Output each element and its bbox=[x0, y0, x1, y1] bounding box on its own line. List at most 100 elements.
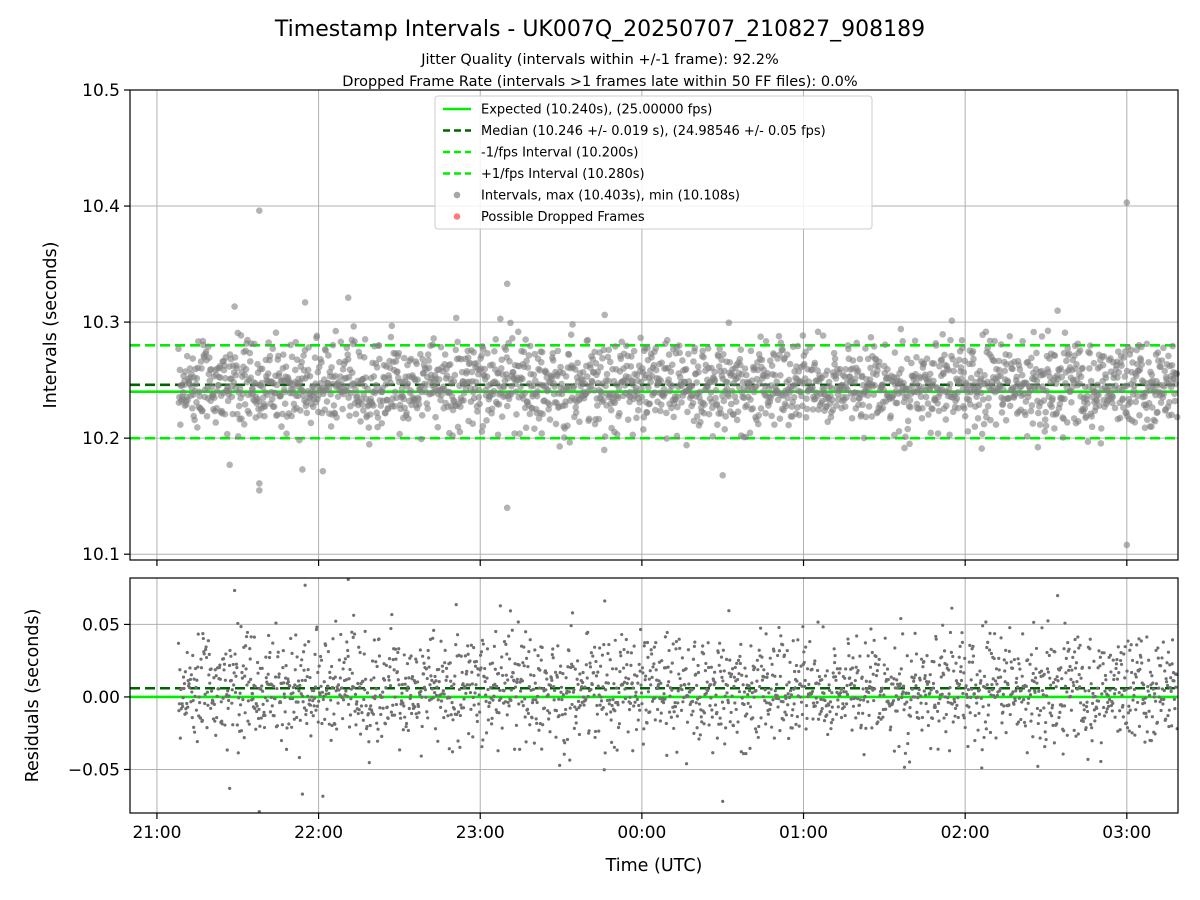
interval-point bbox=[919, 404, 926, 412]
residual-point bbox=[756, 668, 760, 672]
interval-point bbox=[775, 332, 783, 340]
residual-point bbox=[557, 713, 561, 718]
interval-point bbox=[193, 375, 201, 382]
residual-point bbox=[240, 670, 244, 675]
residual-point bbox=[445, 675, 449, 679]
residual-point bbox=[615, 686, 619, 690]
residual-point bbox=[1126, 711, 1131, 715]
residual-point bbox=[708, 704, 712, 708]
residual-point bbox=[716, 650, 720, 655]
residual-point bbox=[259, 716, 263, 720]
interval-point bbox=[764, 369, 771, 377]
interval-point bbox=[223, 430, 231, 438]
residual-point bbox=[599, 695, 603, 699]
residual-point bbox=[181, 696, 185, 700]
residual-point bbox=[330, 685, 335, 690]
residual-point bbox=[608, 658, 612, 662]
residual-point bbox=[799, 700, 804, 704]
residual-point bbox=[856, 711, 861, 715]
interval-point bbox=[387, 333, 395, 341]
residual-point bbox=[715, 710, 719, 715]
interval-point bbox=[974, 415, 982, 422]
residual-point bbox=[407, 676, 411, 680]
interval-point bbox=[1000, 386, 1007, 393]
residual-point bbox=[710, 715, 714, 719]
residual-point bbox=[569, 624, 573, 628]
residual-point bbox=[724, 726, 728, 730]
residual-point bbox=[373, 694, 377, 698]
residual-point bbox=[346, 654, 350, 658]
interval-point bbox=[737, 361, 744, 369]
residual-point bbox=[989, 693, 993, 697]
residual-point bbox=[657, 679, 661, 683]
residual-point bbox=[222, 662, 227, 666]
residual-point bbox=[1170, 638, 1175, 642]
residual-point bbox=[1127, 704, 1131, 708]
residual-point bbox=[453, 674, 457, 678]
residual-point bbox=[1016, 685, 1020, 689]
residual-point bbox=[979, 678, 983, 683]
interval-point bbox=[449, 432, 456, 439]
interval-point bbox=[234, 410, 241, 418]
interval-point bbox=[437, 343, 445, 351]
legend-entry-label: Intervals, max (10.403s), min (10.108s) bbox=[481, 189, 740, 204]
residual-point bbox=[1037, 713, 1041, 717]
residual-point bbox=[1016, 657, 1020, 661]
residual-point bbox=[375, 739, 380, 743]
residual-point bbox=[207, 652, 211, 656]
residual-point bbox=[1140, 661, 1144, 665]
residual-point bbox=[913, 631, 917, 635]
residual-point bbox=[852, 684, 856, 688]
interval-point bbox=[269, 345, 277, 352]
interval-point bbox=[711, 376, 719, 384]
residual-point bbox=[831, 671, 835, 675]
interval-point bbox=[803, 405, 811, 413]
interval-point bbox=[344, 294, 352, 302]
residual-point bbox=[502, 639, 507, 644]
residual-point bbox=[1044, 694, 1049, 698]
legend-marker-swatch bbox=[453, 213, 461, 220]
residual-point bbox=[846, 641, 851, 646]
residual-point bbox=[534, 717, 538, 721]
residual-point bbox=[646, 655, 650, 660]
interval-point bbox=[831, 360, 838, 368]
residual-point bbox=[272, 714, 276, 718]
residual-point bbox=[521, 704, 525, 708]
residual-point bbox=[722, 669, 726, 673]
residual-point bbox=[1154, 682, 1159, 686]
residual-point bbox=[312, 704, 316, 708]
residual-point bbox=[558, 763, 562, 767]
residual-point bbox=[804, 704, 809, 708]
residual-point bbox=[474, 683, 478, 687]
residual-point bbox=[468, 691, 473, 695]
residual-point bbox=[944, 712, 948, 717]
residual-point bbox=[783, 710, 787, 714]
residual-point bbox=[373, 697, 377, 701]
residual-point bbox=[868, 680, 872, 684]
residual-point bbox=[1071, 655, 1075, 659]
interval-point bbox=[1116, 414, 1124, 422]
interval-point bbox=[954, 388, 962, 396]
residual-point bbox=[273, 697, 277, 701]
interval-point bbox=[1026, 362, 1034, 369]
residual-point bbox=[1092, 708, 1096, 712]
interval-point bbox=[539, 410, 546, 418]
residual-point bbox=[1165, 661, 1169, 665]
interval-point bbox=[674, 393, 682, 400]
residual-point bbox=[202, 652, 206, 656]
residual-point bbox=[641, 742, 645, 746]
residual-point bbox=[888, 704, 892, 708]
interval-point bbox=[365, 424, 373, 431]
residual-point bbox=[1173, 707, 1177, 711]
residual-point bbox=[1159, 708, 1163, 713]
residual-point bbox=[424, 667, 428, 671]
residual-point bbox=[956, 715, 960, 720]
interval-point bbox=[353, 392, 361, 399]
residual-point bbox=[301, 700, 305, 704]
residual-point bbox=[316, 670, 320, 675]
residual-point bbox=[994, 667, 999, 671]
residual-point bbox=[496, 749, 500, 753]
residual-point bbox=[814, 696, 818, 700]
interval-point bbox=[714, 421, 721, 428]
interval-point bbox=[794, 404, 801, 411]
